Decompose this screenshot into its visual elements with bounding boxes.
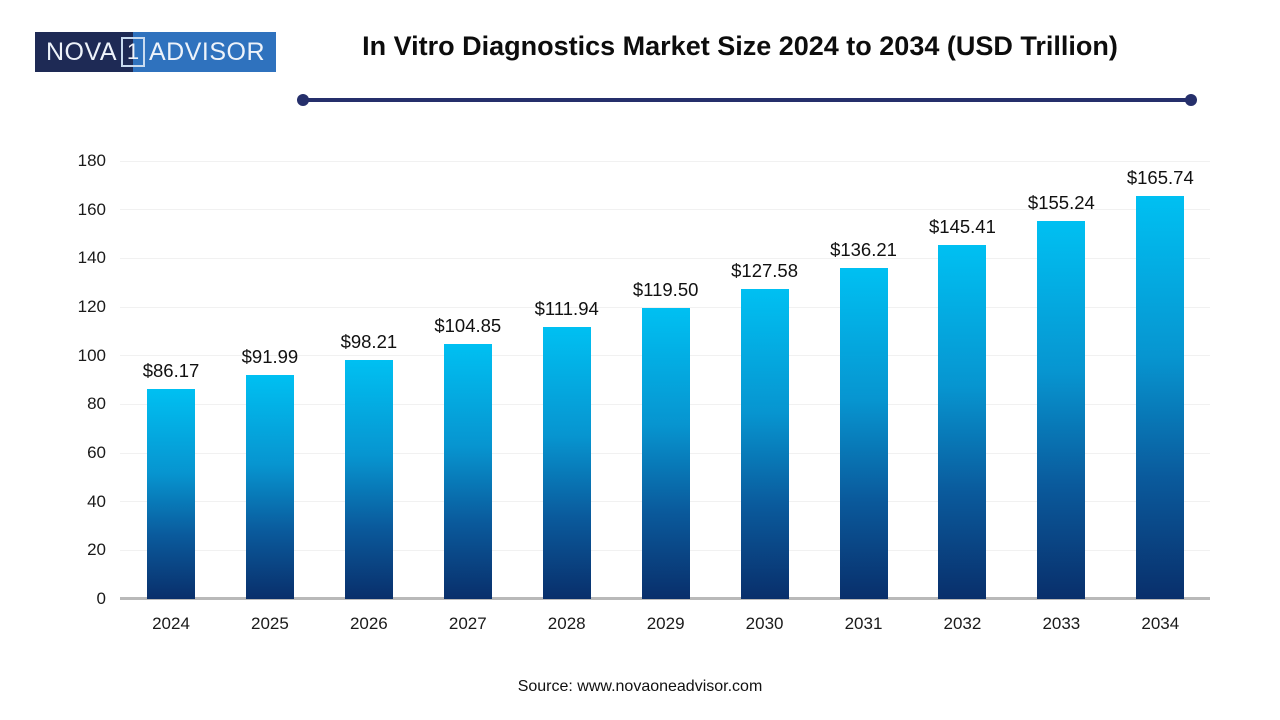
source-caption: Source: www.novaoneadvisor.com [517,678,763,695]
bar-2024 [147,389,195,599]
bar-value-label: $127.58 [731,259,799,281]
bar-value-label: $145.41 [929,216,996,238]
brand-logo: NOVA 1 ADVISOR [35,32,277,72]
bar-2030 [740,288,789,599]
bar-2033 [1037,221,1086,599]
gridline [120,257,1210,259]
y-tick-label: 140 [77,248,106,268]
logo-one-digit: 1 [121,37,145,67]
plot-area: $86.17 $91.99 $98.21 $104.85 $111.94 $119.50 $… [120,160,1210,600]
x-tick-label: 2026 [349,614,388,633]
x-tick-label: 2029 [646,614,685,633]
logo-nova-segment: NOVA [35,32,119,72]
x-tick-label: 2028 [547,614,586,633]
logo-nova-text: NOVA [46,37,117,66]
x-tick-label: 2030 [745,614,784,633]
bar-value-label: $136.21 [830,238,897,260]
bar-value-label: $86.17 [142,360,200,382]
gridline [120,306,1210,308]
bar-value-label: $155.24 [1027,192,1095,214]
bar-2032 [938,245,987,599]
gridline [120,160,1210,162]
bar-2026 [344,360,393,599]
y-tick-label: 40 [87,491,106,511]
y-tick-label: 20 [87,540,106,560]
y-tick-label: 120 [77,297,106,316]
bar-2029 [641,308,690,599]
bar-2028 [542,326,591,599]
bar-value-label: $98.21 [340,331,398,353]
x-tick-label: 2032 [943,614,982,633]
bar-2025 [245,375,294,599]
bar-value-label: $104.85 [434,314,502,336]
bar-value-label: $111.94 [534,297,599,319]
bar-2031 [839,267,888,599]
bar-value-label: $119.50 [632,279,699,301]
x-tick-label: 2024 [152,614,190,633]
logo-advisor-text: ADVISOR [149,37,266,66]
bar-value-label: $91.99 [241,346,299,368]
x-tick-label: 2031 [844,614,883,633]
x-tick-label: 2027 [448,614,487,633]
x-tick-label: 2033 [1042,614,1081,633]
y-tick-label: 0 [96,589,106,608]
title-underline [297,94,1197,106]
y-tick-label: 80 [87,394,106,414]
y-tick-label: 60 [87,443,106,462]
bar-value-label: $165.74 [1126,166,1194,188]
x-tick-label: 2034 [1141,614,1180,633]
bar-2034 [1136,195,1185,599]
y-tick-label: 160 [77,199,106,219]
y-tick-label: 180 [77,151,106,170]
logo-one-box: 1 [119,32,147,72]
gridline [120,209,1210,211]
x-tick-label: 2025 [251,614,289,633]
logo-advisor-segment: ADVISOR [147,32,277,72]
bar-2027 [443,343,492,599]
chart-title: In Vitro Diagnostics Market Size 2024 to… [362,31,1118,61]
y-tick-label: 100 [77,345,106,365]
